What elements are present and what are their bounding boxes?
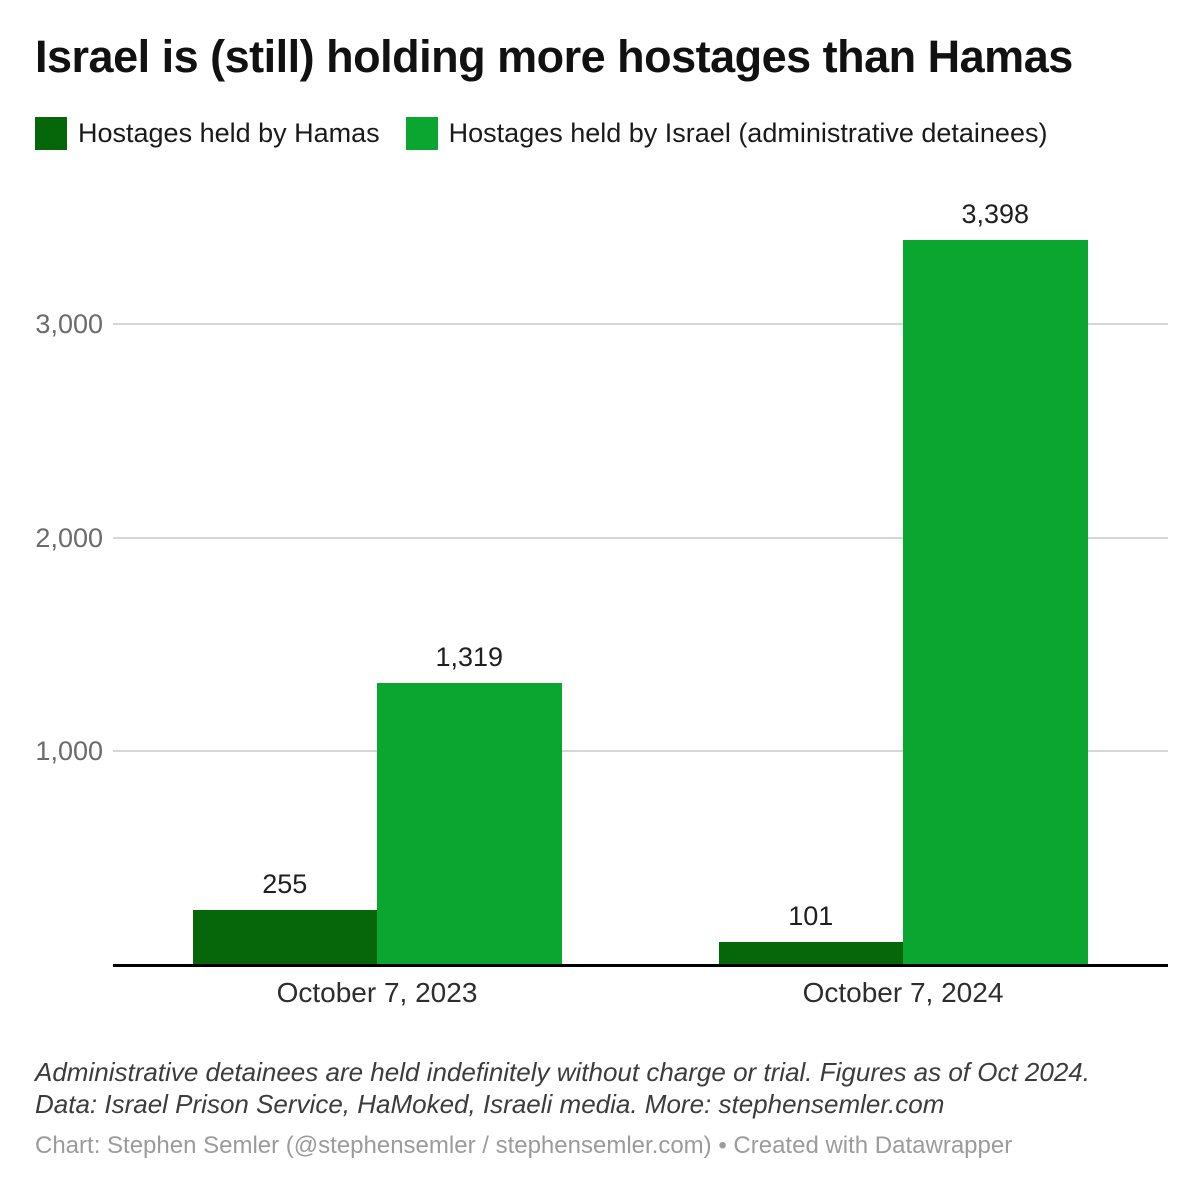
footer-notes: Administrative detainees are held indefi…: [35, 1056, 1090, 1161]
value-label-israel-2024: 3,398: [961, 198, 1030, 229]
legend-label-israel: Hostages held by Israel (administrative …: [448, 118, 1048, 148]
legend: Hostages held by Hamas Hostages held by …: [35, 117, 1047, 150]
bar-israel-2024: [903, 239, 1088, 964]
legend-swatch-israel: [405, 117, 438, 150]
value-label-israel-2023: 1,319: [435, 641, 504, 672]
x-axis-label-2024: October 7, 2024: [802, 977, 1004, 1008]
legend-item-israel: Hostages held by Israel (administrative …: [405, 117, 1048, 150]
gridline-2000: [113, 536, 1168, 539]
x-axis-label-2023: October 7, 2023: [276, 977, 478, 1008]
legend-item-hamas: Hostages held by Hamas: [35, 117, 380, 150]
bar-hamas-2023: [192, 909, 377, 964]
value-label-hamas-2023: 255: [262, 868, 308, 899]
y-tick-label-2000: 2,000: [35, 522, 103, 553]
x-axis-line: [113, 964, 1168, 967]
bar-israel-2023: [377, 682, 562, 964]
footer-note-line1: Administrative detainees are held indefi…: [35, 1057, 1090, 1087]
y-tick-label-1000: 1,000: [35, 735, 103, 766]
chart-title: Israel is (still) holding more hostages …: [35, 31, 1073, 82]
gridline-1000: [113, 749, 1168, 752]
legend-swatch-hamas: [35, 117, 67, 150]
gridline-3000: [113, 323, 1168, 326]
y-tick-label-3000: 3,000: [35, 309, 103, 340]
bar-hamas-2024: [718, 942, 903, 964]
footer-byline: Chart: Stephen Semler (@stephensemler / …: [35, 1132, 1013, 1159]
legend-label-hamas: Hostages held by Hamas: [78, 118, 380, 148]
footer-note-line2: Data: Israel Prison Service, HaMoked, Is…: [35, 1089, 945, 1119]
value-label-hamas-2024: 101: [788, 901, 834, 932]
